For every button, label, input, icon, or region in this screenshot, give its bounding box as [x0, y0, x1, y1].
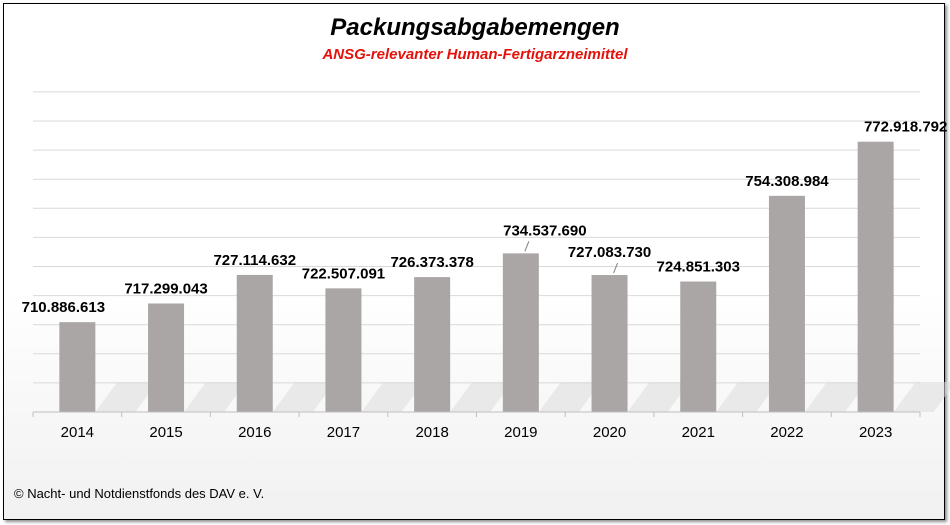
- leader-lines: [524, 241, 619, 274]
- value-label-2020: 727.083.730: [568, 244, 651, 261]
- value-label-2017: 722.507.091: [302, 265, 385, 282]
- chart-subtitle: ANSG-relevanter Human-Fertigarzneimittel: [322, 46, 628, 63]
- bar-shadow: [804, 382, 867, 412]
- bar-2019: [502, 253, 539, 412]
- value-labels: 710.886.613 717.299.043 727.114.632 722.507…: [22, 119, 948, 316]
- x-tick-label-2022: 2022: [770, 424, 803, 441]
- bar-shadow: [95, 382, 158, 412]
- value-label-2014: 710.886.613: [22, 299, 105, 316]
- bar-shadow: [893, 382, 950, 412]
- bar-2014: [59, 322, 96, 412]
- value-label-2023: 772.918.792: [864, 119, 947, 136]
- value-label-2018: 726.373.378: [390, 254, 473, 271]
- bar-shadow: [184, 382, 247, 412]
- bars: [59, 141, 894, 412]
- bar-shadow: [716, 382, 779, 412]
- bar-2023: [857, 141, 894, 412]
- bar-2021: [680, 281, 717, 412]
- x-tick-label-2017: 2017: [327, 424, 360, 441]
- x-tick-label-2019: 2019: [504, 424, 537, 441]
- bar-2022: [768, 195, 805, 412]
- copyright-footer: © Nacht- und Notdienstfonds des DAV e. V…: [14, 486, 265, 501]
- bar-2015: [148, 303, 185, 412]
- chart-title: Packungsabgabemengen: [330, 14, 620, 41]
- x-tick-label-2018: 2018: [415, 424, 448, 441]
- value-label-2021: 724.851.303: [657, 259, 740, 276]
- value-label-2015: 717.299.043: [124, 280, 207, 297]
- leader-line: [524, 241, 530, 252]
- x-tick-label-2016: 2016: [238, 424, 271, 441]
- x-tick-label-2023: 2023: [859, 424, 892, 441]
- x-tick-label-2021: 2021: [682, 424, 715, 441]
- bar-2016: [236, 274, 273, 412]
- bar-2017: [325, 288, 362, 412]
- x-tick-label-2015: 2015: [149, 424, 182, 441]
- bar-2018: [414, 277, 451, 412]
- bar-shadow: [361, 382, 424, 412]
- x-tick-label-2020: 2020: [593, 424, 626, 441]
- value-label-2022: 754.308.984: [745, 173, 829, 190]
- bar-shadow: [538, 382, 601, 412]
- bar-shadow: [272, 382, 335, 412]
- bar-shadows: [95, 382, 950, 412]
- value-label-2019: 734.537.690: [503, 222, 586, 239]
- bar-shadow: [627, 382, 690, 412]
- bar-shadow: [450, 382, 513, 412]
- leader-line: [613, 262, 619, 274]
- x-tick-label-2014: 2014: [61, 424, 94, 441]
- bar-2020: [591, 275, 628, 412]
- x-axis: 2014 2015 2016 2017 2018 2019 2020 2021 2022 2023: [32, 411, 921, 441]
- value-label-2016: 727.114.632: [213, 252, 296, 269]
